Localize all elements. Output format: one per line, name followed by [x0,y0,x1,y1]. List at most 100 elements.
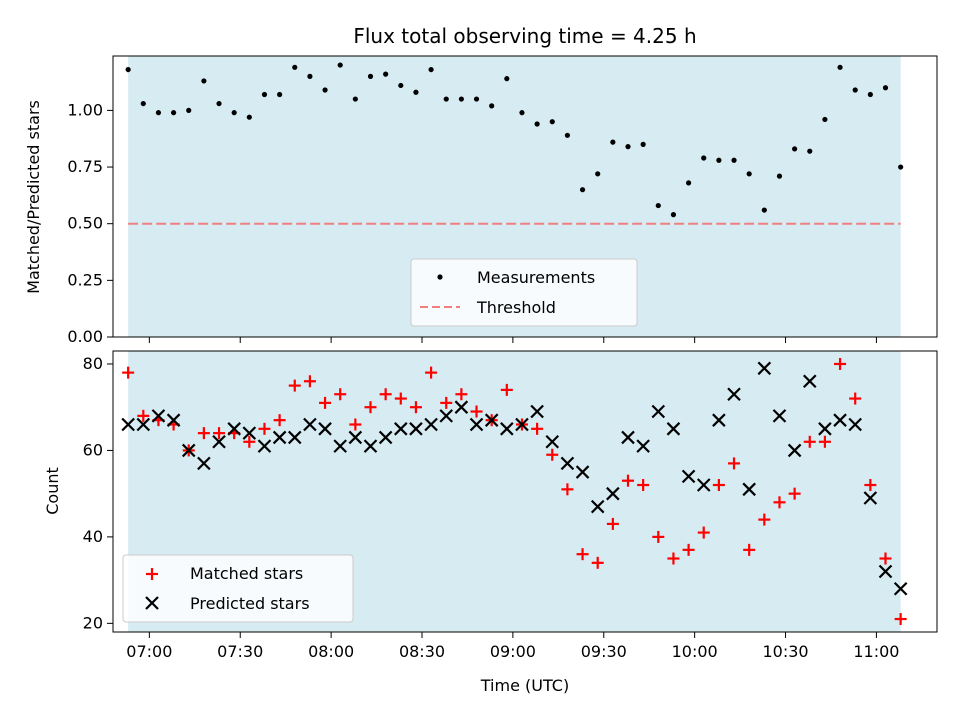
top-y-axis-label: Matched/Predicted stars [24,100,43,294]
measurement-point [519,110,525,116]
predicted-star-point [515,417,529,432]
measurement-point [852,87,858,93]
measurement-point [625,144,631,150]
x-tick-label: 09:00 [490,642,536,661]
predicted-star-point [530,404,544,419]
predicted-star-point [787,443,802,458]
predicted-star-point [469,417,484,432]
bottom-y-tick-label: 40 [83,527,103,546]
bottom-y-ticks: 20 40 60 80 [83,354,113,632]
top-legend-box [410,258,638,327]
measurement-point [125,66,131,73]
predicted-star-point [333,439,347,453]
measurement-point [504,76,510,82]
predicted-star-point [606,486,620,501]
measurement-point [837,64,843,70]
measurement-point [564,132,571,138]
predicted-star-point [742,482,756,497]
predicted-star-point [545,435,560,449]
x-tick-label: 10:30 [762,642,808,661]
matched-star-point [712,479,725,492]
predicted-star-point [621,430,635,445]
predicted-star-point [560,456,575,471]
matched-star-point [849,392,862,405]
predicted-star-point [681,469,696,484]
predicted-star-point [348,430,363,445]
matched-star-point [258,422,271,435]
matched-star-point [319,396,332,409]
matched-star-point [546,448,559,461]
predicted-star-point [696,478,711,492]
measurement-point [716,157,722,163]
measurement-point [731,157,737,163]
predicted-star-point [651,404,666,419]
bottom-x-ticks: 07:00 07:30 08:00 08:30 09:00 09:30 10:00 10:30… [126,632,899,661]
matched-star-point [409,401,422,414]
predicted-star-point [272,430,287,445]
measurement-point [822,116,828,123]
predicted-star-point [227,422,241,436]
top-y-tick-label: 0.75 [67,157,103,176]
measurement-point [170,110,177,116]
measurement-point [155,110,162,116]
matched-star-point [576,548,589,561]
top-x-ticks [148,337,877,343]
matched-star-point [728,457,741,470]
matched-star-point [137,409,150,422]
matched-star-point [682,543,695,556]
measurement-point [655,202,661,209]
predicted-star-point [757,361,772,376]
measurement-point [383,71,389,77]
measurement-point [140,100,146,107]
measurement-point [807,148,813,154]
legend-measurements-marker [437,274,443,280]
predicted-star-point [439,409,454,423]
top-y-tick-label: 1.00 [67,100,103,119]
predicted-star-point [636,439,650,453]
predicted-star-point [151,409,166,423]
matched-star-point [652,530,665,543]
predicted-star-point [893,581,908,596]
measurement-point [882,85,889,91]
bottom-axes-frame [112,350,938,633]
matched-star-point [743,543,756,556]
measurement-point [216,100,222,107]
predicted-star-point [802,374,817,389]
legend-predicted-marker [145,596,159,610]
predicted-star-point [318,422,332,436]
predicted-star-point [424,417,438,432]
measurement-point [685,180,692,186]
predicted-star-point [833,413,847,427]
predicted-star-point [181,443,196,458]
predicted-star-point [666,422,681,436]
matched-star-point [364,401,377,414]
matched-star-point [773,496,786,509]
measurement-point [867,91,873,98]
measurement-point [307,73,313,79]
x-tick-label: 08:00 [308,642,354,661]
legend-matched-marker [146,568,158,580]
measurement-point [534,121,540,127]
measurement-point [701,155,707,161]
matched-star-point [122,366,135,379]
matched-star-point [531,422,544,435]
matched-star-point [637,479,650,492]
measurement-point [898,164,904,170]
predicted-star-point [394,422,408,436]
matched-star-point [470,405,483,418]
measurement-points [125,62,904,218]
x-tick-label: 11:00 [853,642,899,661]
matched-star-point [803,435,816,448]
measurement-point [398,82,404,89]
matched-star-point [243,435,256,448]
measurement-point [277,91,283,98]
measurement-point [792,146,798,152]
predicted-star-point [409,422,423,436]
matched-star-point [667,552,680,565]
measurement-point [761,207,767,213]
matched-star-point [864,479,877,492]
measurement-point [186,107,192,113]
matched-star-point [606,517,619,530]
top-y-tick-label: 0.25 [67,270,103,289]
legend-threshold-label: Threshold [476,298,556,317]
